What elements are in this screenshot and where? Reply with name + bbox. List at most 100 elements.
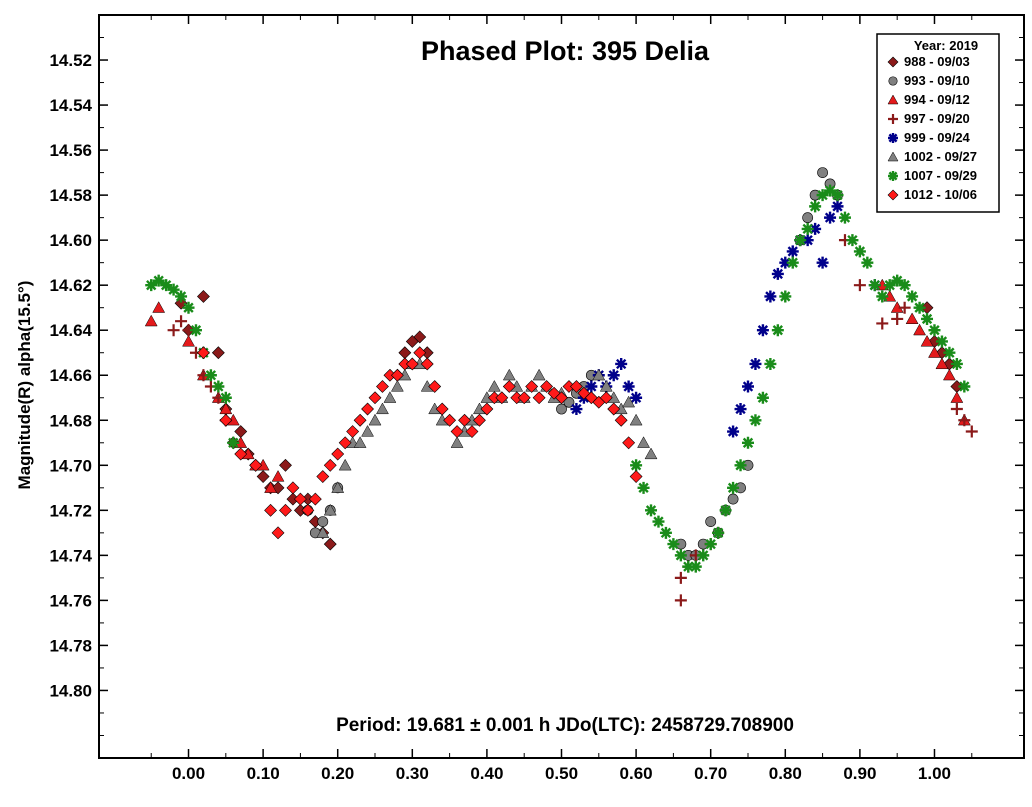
data-point	[883, 279, 896, 292]
data-point	[346, 425, 360, 438]
legend-label-0: 988 - 09/03	[904, 54, 970, 69]
data-point	[487, 379, 501, 392]
data-point	[331, 481, 345, 493]
data-point	[674, 549, 687, 562]
data-point	[152, 301, 166, 313]
data-point	[428, 380, 442, 393]
legend-marker-3	[888, 114, 898, 124]
x-tick-labels: 0.00 0.10 0.20 0.30 0.40 0.50 0.60 0.70 0.80 0.90…	[172, 764, 951, 783]
data-point	[607, 369, 620, 382]
series-2	[144, 278, 971, 493]
data-point	[831, 200, 844, 213]
data-point	[443, 413, 457, 427]
data-point	[540, 380, 554, 393]
data-point	[286, 481, 300, 495]
data-point	[861, 256, 874, 269]
data-point	[420, 357, 434, 371]
legend-marker-2	[887, 94, 899, 105]
y-tick-label: 14.60	[49, 231, 92, 250]
data-point	[599, 391, 613, 405]
data-point	[383, 391, 397, 403]
data-point	[921, 312, 934, 325]
data-point	[928, 324, 941, 337]
data-point	[637, 481, 650, 494]
data-point	[891, 312, 904, 325]
data-point	[906, 290, 919, 303]
data-point	[734, 459, 747, 472]
data-point	[361, 402, 374, 416]
data-point	[271, 526, 285, 540]
data-point	[361, 425, 374, 437]
data-point	[637, 436, 650, 448]
data-point	[249, 458, 263, 472]
data-point	[368, 391, 382, 405]
y-tick-label: 14.74	[49, 546, 92, 565]
y-axis-label: Magnitude(R) alpha(15.5°)	[15, 281, 34, 490]
data-point	[450, 425, 464, 438]
chart-title: Phased Plot: 395 Delia	[421, 36, 710, 66]
data-point	[353, 413, 367, 427]
data-points	[144, 167, 978, 607]
data-point	[390, 379, 404, 392]
y-tick-label: 14.76	[49, 591, 92, 610]
data-point	[674, 571, 687, 584]
data-point	[853, 279, 866, 292]
data-point	[338, 436, 352, 450]
data-point	[719, 504, 732, 517]
data-point	[727, 425, 740, 438]
data-point	[569, 380, 583, 393]
data-point	[741, 436, 754, 449]
y-tick-label: 14.52	[49, 51, 92, 70]
x-tick-label: 1.00	[918, 764, 951, 783]
data-point	[167, 283, 180, 296]
y-tick-label: 14.64	[49, 321, 92, 340]
data-point	[525, 380, 539, 393]
data-point	[376, 380, 389, 393]
data-point	[928, 346, 941, 358]
data-point	[323, 503, 337, 516]
data-point	[279, 503, 292, 517]
data-point	[219, 391, 232, 404]
data-point	[219, 413, 233, 427]
data-point	[771, 267, 784, 280]
data-point	[809, 200, 822, 213]
data-point	[749, 414, 762, 427]
data-point	[532, 391, 546, 405]
data-point	[622, 436, 636, 450]
plot-frame	[98, 14, 1025, 759]
data-point	[517, 391, 531, 405]
x-tick-label: 0.00	[172, 764, 205, 783]
legend-label-4: 999 - 09/24	[904, 130, 971, 145]
data-point	[629, 470, 643, 483]
data-point	[771, 324, 784, 337]
data-point	[592, 368, 606, 381]
data-point	[473, 413, 486, 427]
y-tick-label: 14.62	[49, 276, 92, 295]
data-point	[450, 436, 464, 448]
data-point	[704, 538, 717, 551]
axis-ticks	[99, 15, 1024, 759]
data-point	[212, 380, 225, 393]
data-point	[801, 234, 814, 247]
data-point	[667, 538, 680, 551]
data-point	[338, 458, 352, 471]
data-point	[145, 279, 158, 292]
data-point	[607, 402, 621, 416]
data-point	[913, 323, 926, 336]
data-point	[682, 560, 695, 573]
data-point	[630, 459, 643, 472]
data-point	[495, 391, 509, 405]
data-point	[727, 481, 740, 494]
data-point	[824, 184, 837, 197]
data-point	[615, 357, 628, 370]
data-point	[435, 402, 449, 416]
data-point	[659, 526, 672, 539]
data-point	[756, 391, 769, 404]
y-tick-labels: 14.52 14.54 14.56 14.58 14.60 14.62 14.64 14.66…	[49, 51, 92, 700]
data-point	[801, 222, 814, 235]
legend-marker-4	[888, 133, 898, 143]
data-point	[204, 369, 217, 382]
data-point	[965, 425, 978, 438]
data-point	[465, 425, 479, 438]
